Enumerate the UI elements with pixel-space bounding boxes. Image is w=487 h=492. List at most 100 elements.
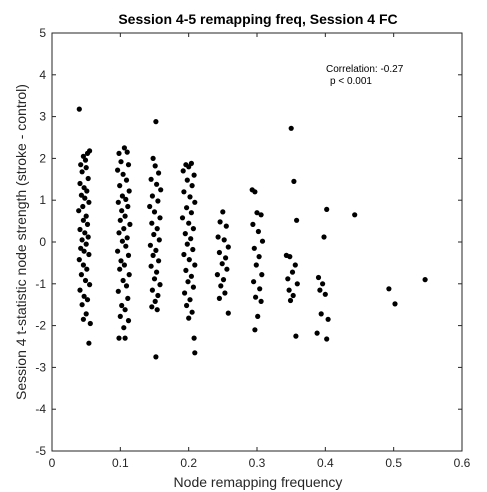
data-point xyxy=(149,287,155,293)
data-point xyxy=(257,286,263,292)
data-point xyxy=(155,292,161,299)
data-point xyxy=(185,279,191,285)
data-point xyxy=(187,194,193,200)
data-point xyxy=(85,234,91,240)
correlation-annotation: Correlation: -0.27 xyxy=(326,64,404,75)
data-point xyxy=(251,279,257,285)
data-point xyxy=(119,302,125,309)
data-point xyxy=(79,169,85,175)
data-point xyxy=(78,272,84,278)
data-point xyxy=(86,251,92,258)
data-point xyxy=(151,276,158,282)
data-point xyxy=(87,320,93,327)
data-point xyxy=(259,272,265,278)
data-point xyxy=(119,208,125,214)
data-point xyxy=(189,309,195,315)
data-point xyxy=(320,281,326,287)
data-point xyxy=(151,209,158,215)
data-point xyxy=(186,315,192,321)
data-point xyxy=(322,291,328,297)
data-point xyxy=(123,177,130,183)
data-point xyxy=(294,217,300,223)
y-tick-label: 2 xyxy=(39,151,46,165)
x-tick-label: 0.2 xyxy=(180,456,197,470)
data-point xyxy=(78,245,84,251)
data-point xyxy=(116,335,122,341)
data-point xyxy=(392,301,398,307)
data-point xyxy=(321,234,327,240)
data-point xyxy=(422,277,428,283)
data-point xyxy=(127,221,133,227)
data-point xyxy=(192,199,198,205)
data-point xyxy=(117,183,123,189)
data-point xyxy=(156,237,162,243)
data-point xyxy=(225,244,231,250)
data-point xyxy=(150,252,156,258)
data-point xyxy=(125,295,131,301)
data-point xyxy=(120,277,126,284)
data-point xyxy=(324,336,330,342)
data-point xyxy=(222,290,228,296)
data-point xyxy=(83,165,89,171)
data-point xyxy=(192,350,198,356)
data-point xyxy=(121,226,127,232)
data-point xyxy=(117,313,123,319)
data-point xyxy=(190,226,196,232)
data-point xyxy=(217,219,223,225)
data-point xyxy=(221,237,227,243)
data-point xyxy=(285,276,291,282)
data-point xyxy=(82,230,88,236)
data-point xyxy=(181,251,187,258)
data-point xyxy=(291,178,297,184)
data-point xyxy=(192,262,198,268)
data-point xyxy=(148,176,154,182)
data-point xyxy=(121,262,127,268)
data-point xyxy=(81,248,87,254)
data-point xyxy=(253,294,259,300)
data-point xyxy=(251,245,257,251)
data-point xyxy=(80,153,86,159)
data-point xyxy=(252,189,258,195)
data-point xyxy=(158,187,164,193)
x-tick-label: 0.1 xyxy=(112,456,129,470)
data-point xyxy=(188,236,194,242)
x-tick-label: 0.3 xyxy=(249,456,266,470)
x-tick-label: 0.5 xyxy=(385,456,402,470)
data-point xyxy=(83,241,89,247)
data-point xyxy=(83,311,89,317)
data-point xyxy=(87,282,93,288)
x-tick-label: 0.6 xyxy=(454,456,471,470)
data-point xyxy=(325,316,331,322)
data-point xyxy=(125,252,132,258)
data-point xyxy=(84,297,91,303)
data-point xyxy=(84,221,91,227)
data-point xyxy=(121,325,127,331)
data-point xyxy=(118,258,124,264)
data-point xyxy=(123,283,130,289)
data-point xyxy=(258,298,264,304)
data-point xyxy=(184,177,190,183)
x-tick-label: 0 xyxy=(49,456,56,470)
axes-box xyxy=(51,32,463,452)
data-point xyxy=(126,272,132,278)
data-point xyxy=(254,210,260,216)
data-point xyxy=(80,203,86,210)
data-point xyxy=(122,307,128,313)
data-point xyxy=(258,212,264,218)
data-point xyxy=(191,172,197,178)
data-point xyxy=(225,310,231,316)
data-point xyxy=(324,206,330,212)
y-tick-label: -3 xyxy=(35,360,46,374)
data-point xyxy=(215,234,221,240)
data-point xyxy=(115,167,121,173)
data-point xyxy=(186,257,192,263)
data-point xyxy=(149,220,155,226)
chart-title: Session 4-5 remapping freq, Session 4 FC xyxy=(118,11,397,27)
data-point xyxy=(147,203,153,210)
data-point xyxy=(119,238,125,244)
data-point xyxy=(122,335,128,341)
data-point xyxy=(190,284,196,290)
data-point xyxy=(149,193,155,199)
data-point xyxy=(318,311,324,317)
